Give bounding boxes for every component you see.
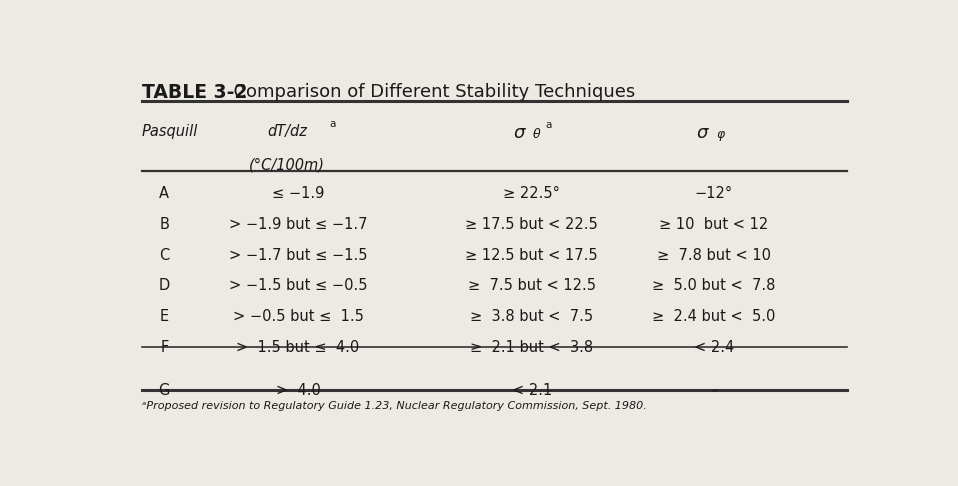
Text: θ: θ	[533, 127, 540, 140]
Text: ≥  7.5 but < 12.5: ≥ 7.5 but < 12.5	[468, 278, 596, 294]
Text: dT/dz: dT/dz	[267, 124, 307, 139]
Text: ≥  5.0 but <  7.8: ≥ 5.0 but < 7.8	[652, 278, 775, 294]
Text: ≥ 10  but < 12: ≥ 10 but < 12	[659, 217, 768, 232]
Text: Comparison of Different Stability Techniques: Comparison of Different Stability Techni…	[222, 83, 635, 101]
Text: ≥ 17.5 but < 22.5: ≥ 17.5 but < 22.5	[466, 217, 598, 232]
Text: < 2.1: < 2.1	[512, 383, 552, 398]
Text: ≤ −1.9: ≤ −1.9	[272, 186, 324, 201]
Text: > −1.5 but ≤ −0.5: > −1.5 but ≤ −0.5	[229, 278, 367, 294]
Text: > −1.9 but ≤ −1.7: > −1.9 but ≤ −1.7	[229, 217, 367, 232]
Text: F: F	[160, 340, 169, 355]
Text: G: G	[159, 383, 170, 398]
Text: A: A	[159, 186, 170, 201]
Text: ≥  3.8 but <  7.5: ≥ 3.8 but < 7.5	[470, 309, 593, 324]
Text: –: –	[710, 383, 718, 398]
Text: σ: σ	[696, 124, 708, 142]
Text: σ: σ	[513, 124, 524, 142]
Text: ᵃProposed revision to Regulatory Guide 1.23, Nuclear Regulatory Commission, Sept: ᵃProposed revision to Regulatory Guide 1…	[142, 401, 647, 411]
Text: B: B	[159, 217, 170, 232]
Text: E: E	[160, 309, 169, 324]
Text: TABLE 3-2: TABLE 3-2	[142, 83, 247, 102]
Text: (°C/100m): (°C/100m)	[249, 157, 325, 173]
Text: Pasquill: Pasquill	[142, 124, 198, 139]
Text: > −0.5 but ≤  1.5: > −0.5 but ≤ 1.5	[233, 309, 363, 324]
Text: ≥ 22.5°: ≥ 22.5°	[503, 186, 560, 201]
Text: C: C	[159, 248, 170, 262]
Text: >  4.0: > 4.0	[276, 383, 320, 398]
Text: ≥ 12.5 but < 17.5: ≥ 12.5 but < 17.5	[466, 248, 598, 262]
Text: a: a	[330, 120, 335, 129]
Text: > −1.7 but ≤ −1.5: > −1.7 but ≤ −1.5	[229, 248, 367, 262]
Text: ≥  2.4 but <  5.0: ≥ 2.4 but < 5.0	[652, 309, 775, 324]
Text: >  1.5 but ≤  4.0: > 1.5 but ≤ 4.0	[237, 340, 359, 355]
Text: φ: φ	[716, 127, 724, 140]
Text: D: D	[159, 278, 170, 294]
Text: −12°: −12°	[695, 186, 733, 201]
Text: < 2.4: < 2.4	[694, 340, 734, 355]
Text: a: a	[545, 120, 552, 130]
Text: ≥  7.8 but < 10: ≥ 7.8 but < 10	[657, 248, 770, 262]
Text: ≥  2.1 but <  3.8: ≥ 2.1 but < 3.8	[470, 340, 593, 355]
